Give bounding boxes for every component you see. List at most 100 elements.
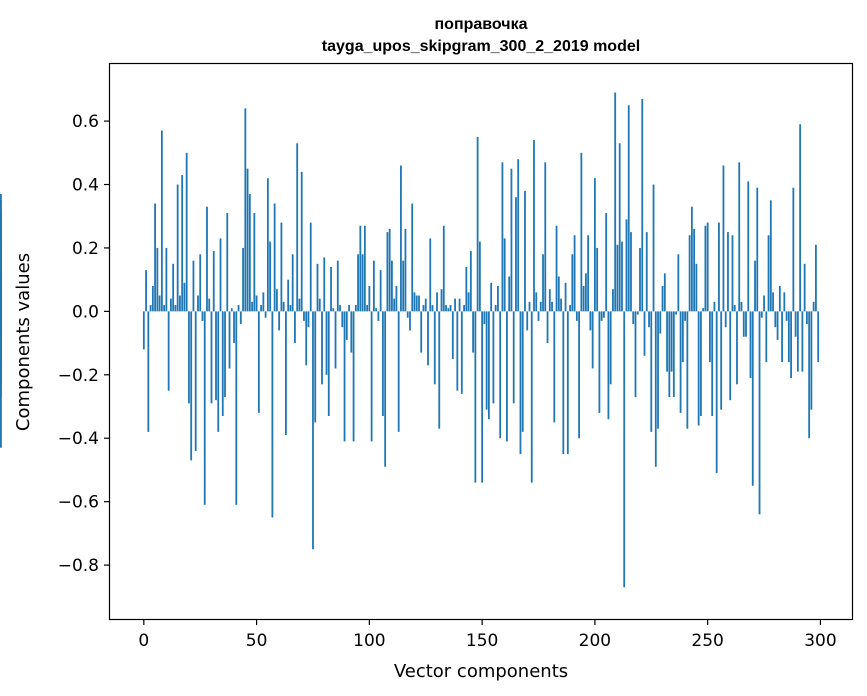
bar-126 <box>427 311 429 366</box>
bar-293 <box>803 263 806 312</box>
bar-84 <box>332 308 335 312</box>
bar-249 <box>704 225 707 312</box>
bar-232 <box>666 311 668 372</box>
bar-74 <box>309 222 312 312</box>
bar-156 <box>494 305 497 312</box>
bar-3 <box>149 305 152 312</box>
bar-171 <box>528 301 531 312</box>
bar-243 <box>690 206 693 312</box>
bar-290 <box>796 311 799 372</box>
bar-208 <box>612 289 614 312</box>
bar-55 <box>266 178 269 312</box>
bar-139 <box>456 311 459 391</box>
bar-198 <box>589 311 592 331</box>
bar-167 <box>519 311 522 455</box>
x-tick-label: 250 <box>691 631 723 651</box>
bar-155 <box>492 311 495 404</box>
bar-164 <box>512 311 515 404</box>
bar-99 <box>366 305 368 312</box>
bar-35 <box>221 311 224 417</box>
bar-117 <box>406 311 409 318</box>
bar-75 <box>312 311 314 550</box>
bar-194 <box>580 152 583 312</box>
bar-184 <box>557 276 560 312</box>
bar-159 <box>501 162 504 312</box>
bar-undefined <box>0 200 2 312</box>
x-tick-label: 200 <box>579 631 611 651</box>
bar-225 <box>650 311 653 432</box>
bar-52 <box>260 305 262 312</box>
bar-32 <box>215 311 217 401</box>
bar-133 <box>442 225 445 312</box>
bar-154 <box>490 282 493 312</box>
bar-undefined <box>0 311 2 397</box>
bar-233 <box>668 311 671 397</box>
bar-248 <box>702 308 705 312</box>
bar-279 <box>772 292 774 312</box>
bar-147 <box>474 311 477 483</box>
bar-134 <box>445 305 447 312</box>
bar-53 <box>262 292 265 312</box>
chart-subtitle: tayga_upos_skipgram_300_2_2019 model <box>322 38 640 55</box>
bar-130 <box>436 292 438 312</box>
bar-80 <box>323 257 326 312</box>
bar-106 <box>381 311 384 417</box>
y-tick-label: −0.2 <box>58 366 99 386</box>
bar-202 <box>598 311 601 413</box>
bar-220 <box>639 247 641 312</box>
y-tick-label: 0.6 <box>72 112 99 132</box>
bar-219 <box>636 311 639 315</box>
bar-51 <box>257 311 260 413</box>
bar-291 <box>799 124 802 312</box>
bar-127 <box>429 238 432 312</box>
bar-210 <box>616 244 619 312</box>
bar-267 <box>745 311 747 337</box>
bar-204 <box>603 311 605 318</box>
x-tick-label: 0 <box>138 631 149 651</box>
bar-299 <box>817 311 820 363</box>
bar-37 <box>226 213 229 312</box>
bar-112 <box>395 286 398 312</box>
bar-121 <box>415 295 418 312</box>
bar-200 <box>593 178 596 312</box>
bar-107 <box>384 311 387 467</box>
bar-162 <box>508 276 511 312</box>
bar-59 <box>275 289 278 312</box>
bar-214 <box>625 219 628 312</box>
bar-292 <box>801 311 804 372</box>
bar-297 <box>812 301 815 312</box>
bar-205 <box>605 213 608 312</box>
bar-245 <box>695 263 698 312</box>
bar-98 <box>363 225 366 312</box>
bar-192 <box>575 311 578 321</box>
bar-207 <box>609 311 612 385</box>
bar-11 <box>167 311 170 391</box>
bar-151 <box>483 311 486 325</box>
bar-179 <box>546 311 549 344</box>
bar-244 <box>693 228 696 312</box>
bar-78 <box>318 298 321 312</box>
bar-152 <box>485 311 488 410</box>
bar-95 <box>357 254 359 312</box>
bar-4 <box>151 286 154 312</box>
bar-160 <box>503 238 506 312</box>
bar-161 <box>506 311 508 442</box>
bar-203 <box>600 311 603 321</box>
bar-191 <box>573 235 576 312</box>
bar-91 <box>348 305 350 312</box>
bar-141 <box>460 311 463 394</box>
bar-145 <box>469 251 472 312</box>
bar-289 <box>794 311 797 337</box>
bar-87 <box>339 305 341 312</box>
bar-246 <box>697 311 700 426</box>
bar-40 <box>233 311 235 344</box>
bar-270 <box>751 311 754 486</box>
bar-146 <box>472 311 474 353</box>
bar-58 <box>273 203 276 312</box>
bar-238 <box>679 311 682 413</box>
bar-226 <box>652 184 655 312</box>
bar-195 <box>582 286 585 312</box>
bar-224 <box>648 311 650 328</box>
bar-176 <box>539 301 542 312</box>
bar-201 <box>596 247 599 312</box>
